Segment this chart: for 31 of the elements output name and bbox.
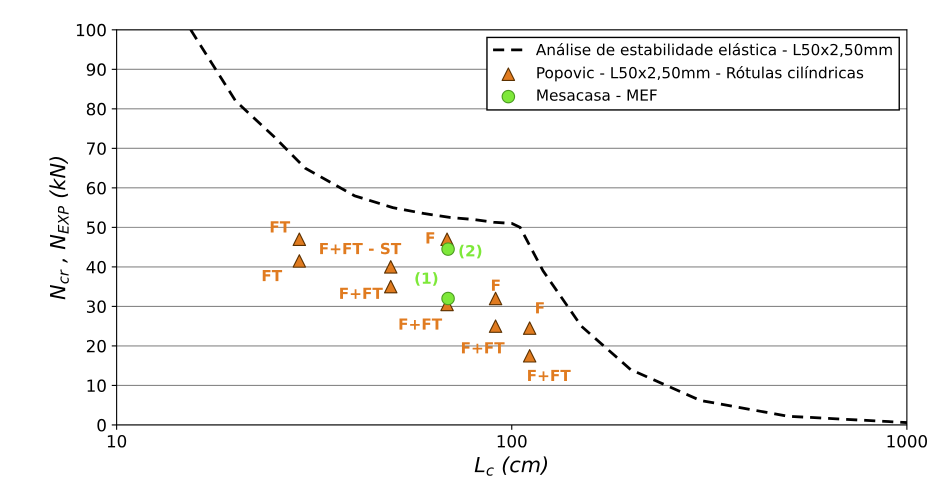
annotation: F+FT xyxy=(340,288,383,299)
annotation: F+FT xyxy=(462,342,505,354)
annotation: F+FT xyxy=(528,370,571,382)
annotation: FT xyxy=(262,270,282,282)
y-tick-label: 60 xyxy=(86,182,106,194)
y-tick-label: 10 xyxy=(88,379,106,392)
y-tick-label: 30 xyxy=(86,300,106,313)
y-tick-label: 90 xyxy=(86,63,106,76)
annotation: F+FT xyxy=(399,318,442,330)
x-axis-title: L$_{c}$ (cm) xyxy=(474,456,548,476)
x-tick-label: 1000 xyxy=(888,434,927,448)
x-tick-label: 10 xyxy=(108,434,126,448)
annotation: F xyxy=(536,302,544,314)
y-tick-label: 50 xyxy=(86,221,106,234)
y-axis-title: N$_{cr}$ , N$_{EXP}$ (kN) xyxy=(49,156,69,300)
x-tick-label: 100 xyxy=(498,434,527,448)
annotation: F+FT - ST xyxy=(320,242,402,254)
annotation: F xyxy=(426,232,434,244)
y-tick-label: 20 xyxy=(86,340,106,352)
legend-label: Popovic - L50x2,50mm - Rótulas cilíndricas xyxy=(537,66,864,82)
y-tick-label: 70 xyxy=(87,142,106,155)
legend-label: Análise de estabilidade elástica - L50x2,50mm xyxy=(536,42,892,57)
annotation: (2) xyxy=(459,244,482,258)
y-tick-label: 0 xyxy=(97,418,106,432)
legend-label: Mesacasa - MEF xyxy=(537,90,657,101)
annotation: F xyxy=(492,280,500,291)
y-tick-label: 100 xyxy=(76,24,106,36)
annotation: FT xyxy=(270,221,290,232)
annotation: (1) xyxy=(415,272,438,286)
y-tick-label: 40 xyxy=(86,260,106,274)
y-tick-label: 80 xyxy=(86,102,106,116)
